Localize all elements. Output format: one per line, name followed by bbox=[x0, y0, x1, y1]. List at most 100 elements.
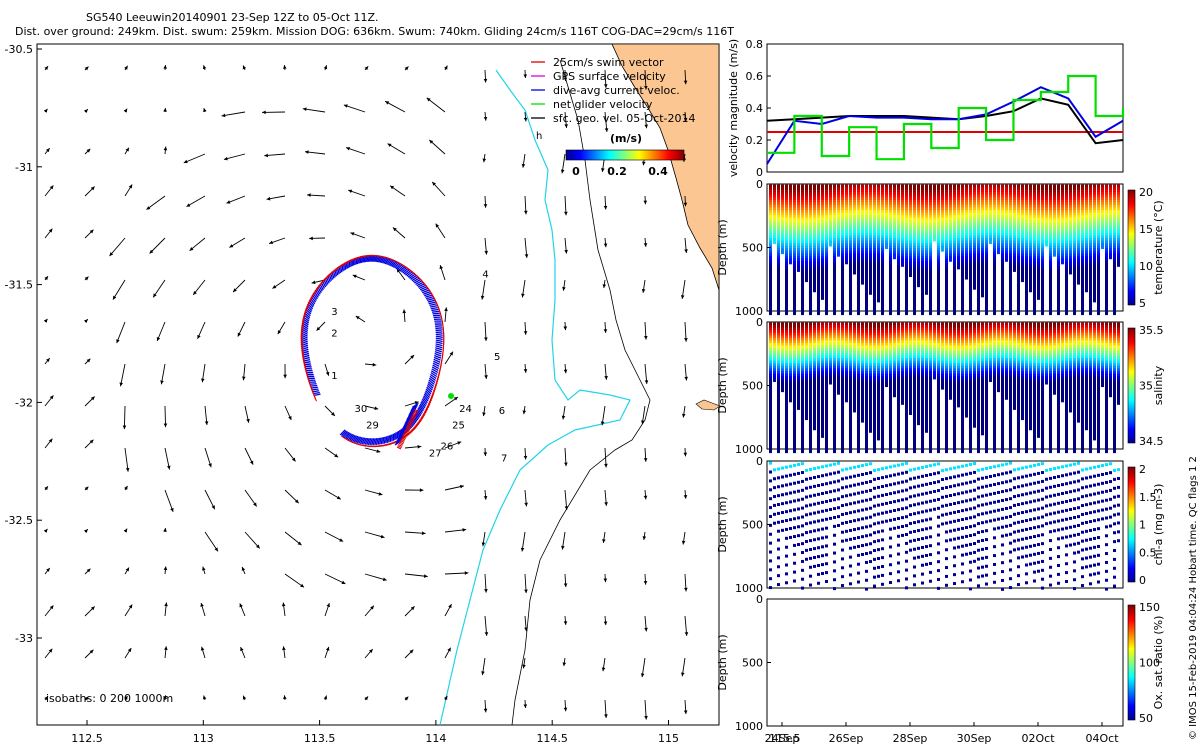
vector-head bbox=[116, 339, 120, 344]
vector-head bbox=[604, 128, 609, 132]
dive-avg-vector bbox=[419, 403, 425, 410]
section-datapoint bbox=[849, 309, 852, 316]
swim-vector bbox=[402, 433, 408, 437]
section-datapoint bbox=[1089, 309, 1092, 316]
swim-vector bbox=[408, 429, 414, 433]
vector-head bbox=[564, 249, 568, 254]
velocity-y-tick-label: 0.8 bbox=[746, 38, 764, 51]
legend-label: sfc. geo. vel. 05-Oct-2014 bbox=[553, 112, 696, 125]
swim-vector bbox=[405, 427, 411, 430]
section-datapoint bbox=[909, 270, 912, 277]
track-day-label: 2 bbox=[331, 328, 337, 339]
swim-vector bbox=[411, 427, 417, 431]
velocity-series-line bbox=[767, 74, 1125, 161]
section-datapoint bbox=[913, 309, 916, 316]
swim-vector bbox=[427, 399, 432, 405]
vector-head bbox=[202, 566, 206, 571]
vector-head bbox=[86, 358, 91, 363]
legend-h-mark: h bbox=[536, 131, 542, 142]
swim-vector bbox=[302, 352, 304, 358]
legend-label: GPS surface velocity bbox=[553, 70, 666, 83]
dive-avg-vector bbox=[399, 265, 406, 272]
swim-vector bbox=[301, 346, 304, 352]
vector-head bbox=[522, 664, 526, 669]
vector-head bbox=[368, 649, 373, 653]
swim-vector bbox=[400, 437, 406, 441]
dive-avg-vector bbox=[341, 430, 347, 437]
dive-avg-vector bbox=[425, 388, 432, 395]
section-datapoint bbox=[917, 281, 920, 288]
vector-head bbox=[385, 101, 390, 105]
section-datapoint bbox=[989, 237, 992, 244]
dive-avg-vector bbox=[398, 264, 405, 271]
vector-arrow bbox=[164, 489, 174, 512]
vector-head bbox=[84, 529, 88, 533]
track-day-label: 7 bbox=[501, 453, 507, 464]
vector-head bbox=[561, 545, 565, 550]
vector-head bbox=[378, 492, 383, 496]
section-datapoint bbox=[873, 309, 876, 316]
vector-head bbox=[45, 148, 50, 153]
section-datapoint bbox=[789, 258, 792, 265]
vector-head bbox=[464, 571, 469, 575]
dive-avg-vector bbox=[423, 291, 431, 295]
dive-avg-vector bbox=[310, 384, 318, 387]
vector-head bbox=[417, 444, 422, 449]
vector-head bbox=[484, 632, 489, 636]
velocity-series-line bbox=[766, 86, 1124, 165]
vector-head bbox=[564, 462, 568, 467]
vector-head bbox=[602, 539, 606, 543]
section-colorbar-tick: 5 bbox=[1139, 297, 1146, 310]
vector-head bbox=[364, 66, 369, 71]
dive-avg-vector bbox=[432, 362, 440, 367]
vector-head bbox=[453, 396, 458, 401]
dive-avg-vector bbox=[424, 292, 432, 297]
map-colorbar-ticks: 0 0.2 0.4 bbox=[572, 165, 668, 178]
vector-head bbox=[146, 206, 151, 210]
velocity-frame bbox=[766, 43, 1124, 173]
swim-vector bbox=[423, 408, 429, 413]
vector-arrow bbox=[123, 405, 126, 430]
map-y-tick-label: -32 bbox=[15, 396, 33, 409]
vector-head bbox=[426, 97, 431, 102]
vector-head bbox=[221, 113, 226, 118]
vector-head bbox=[170, 507, 174, 512]
velocity-y-tick-label: 0 bbox=[756, 166, 763, 179]
swim-vector bbox=[302, 313, 306, 319]
vector-head bbox=[153, 293, 157, 298]
vector-head bbox=[683, 117, 688, 122]
dive-avg-vector bbox=[301, 346, 309, 351]
section-datapoint bbox=[901, 260, 904, 267]
vector-head bbox=[603, 621, 608, 626]
dive-avg-vector bbox=[355, 436, 360, 443]
vector-head bbox=[277, 330, 282, 335]
dive-avg-vector bbox=[433, 356, 441, 361]
dive-avg-vector bbox=[342, 430, 349, 438]
vector-head bbox=[84, 319, 88, 323]
map-y-tick-label: -30.5 bbox=[5, 43, 33, 56]
dive-avg-vector bbox=[343, 431, 350, 438]
swim-vector bbox=[415, 422, 421, 426]
section-datapoint bbox=[1061, 258, 1064, 265]
dive-avg-vector bbox=[428, 377, 436, 383]
velocity-y-tick-label: 0.4 bbox=[746, 102, 764, 115]
vector-head bbox=[49, 605, 54, 610]
vector-head bbox=[128, 184, 133, 189]
vector-arrow bbox=[204, 531, 219, 552]
section-datapoint bbox=[925, 288, 928, 295]
swim-vector bbox=[414, 423, 420, 427]
swim-vector bbox=[300, 342, 303, 348]
dive-avg-vector bbox=[302, 353, 310, 357]
vector-head bbox=[601, 168, 605, 172]
vector-head bbox=[84, 109, 88, 113]
vector-head bbox=[481, 542, 486, 547]
vector-head bbox=[523, 704, 528, 709]
swim-vector bbox=[407, 423, 413, 427]
swim-vector bbox=[304, 308, 308, 313]
dive-avg-vector bbox=[395, 263, 402, 270]
dive-avg-vector bbox=[408, 273, 416, 279]
dive-avg-vector bbox=[434, 350, 442, 355]
dive-avg-vector bbox=[422, 289, 430, 294]
vector-head bbox=[562, 286, 566, 291]
